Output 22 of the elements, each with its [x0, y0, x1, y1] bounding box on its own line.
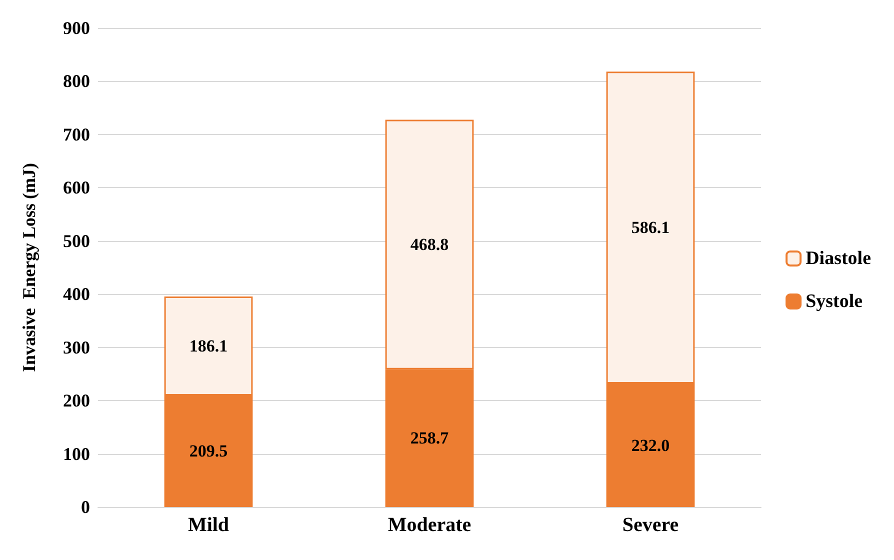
data-label: 258.7 [410, 428, 450, 448]
legend-label: Diastole [806, 248, 872, 269]
y-tick-label: 400 [63, 284, 90, 304]
y-tick-label: 100 [63, 444, 90, 464]
legend-label: Systole [806, 291, 863, 312]
y-tick-label: 500 [63, 230, 90, 251]
y-tick-label: 800 [63, 71, 90, 92]
data-label: 586.1 [631, 218, 670, 238]
x-tick-label: Moderate [388, 514, 472, 536]
y-tick-label: 200 [63, 390, 90, 411]
y-axis-title: Invasive Energy Loss (mJ) [19, 162, 39, 372]
y-tick-label: 300 [63, 337, 90, 358]
data-label: 232.0 [631, 436, 670, 455]
y-tick-label: 0 [81, 497, 90, 517]
y-tick-label: 900 [63, 18, 90, 38]
data-label: 186.1 [189, 336, 228, 356]
data-label: 468.8 [410, 235, 449, 254]
y-tick-label: 700 [63, 124, 90, 144]
y-tick-label: 600 [63, 178, 90, 198]
x-tick-label: Mild [188, 514, 230, 536]
data-label: 209.5 [189, 442, 228, 461]
x-tick-label: Severe [622, 514, 679, 536]
